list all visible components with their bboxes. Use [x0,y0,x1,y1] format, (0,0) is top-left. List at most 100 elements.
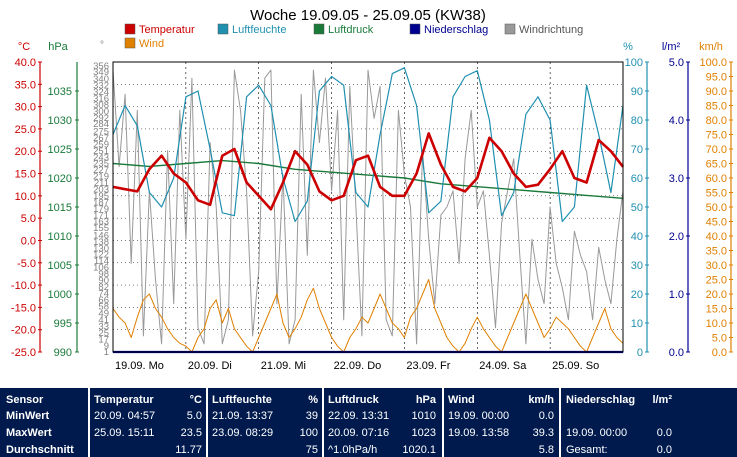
tick-label-temperature: 30.0 [15,102,36,114]
tick-label-direction: 163 [93,217,109,228]
tick-label-direction: 90 [98,276,109,287]
header-temperatur-unit: °C [189,394,202,406]
tick-label-temperature: 15.0 [15,169,36,181]
tick-label-rain: 5.0 [669,57,684,69]
tick-label-direction: 41 [98,315,109,326]
tick-label-pressure: 1005 [48,260,72,272]
header-wind: Wind [448,394,475,406]
tick-label-pressure: 1025 [48,144,72,156]
x-tick-label: 22.09. Do [334,360,382,372]
tick-label-direction: 284 [93,119,109,130]
tick-label-temperature: -15.0 [11,302,36,314]
row-label-max: MaxWert [6,427,52,439]
tick-label-pressure: 1010 [48,231,72,243]
tick-label-wind: 35.0 [706,246,727,258]
axis-unit-direction: ° [100,40,104,51]
wind-min-time: 19.09. 00:00 [448,410,510,422]
axis-unit-rain: l/m² [662,41,681,53]
tick-label-temperature: 0.0 [21,235,36,247]
tick-label-direction: 171 [93,210,109,221]
tick-label-temperature: 20.0 [15,146,36,158]
tick-label-humidity: 30 [631,260,643,272]
tick-label-rain: 0.0 [669,347,684,359]
legend-label-niederschlag: Niederschlag [424,24,488,36]
tick-label-humidity: 0 [637,347,643,359]
x-tick-label: 20.09. Di [188,360,232,372]
tick-label-wind: 100.0 [699,57,727,69]
press-max-value: 1023 [411,427,436,439]
tick-label-pressure: 995 [54,318,72,330]
wind-max-value: 39.3 [532,427,554,439]
series-line-temperatur [112,132,625,211]
legend-label-windrichtung: Windrichtung [519,24,583,36]
weather-chart: Woche 19.09.05 - 25.09.05 (KW38) Tempera… [10,7,733,372]
tick-label-pressure: 1035 [48,86,72,98]
tick-label-direction: 82 [98,282,109,293]
tick-label-wind: 60.0 [706,173,727,185]
statistics-table: Sensor MinWert MaxWert Durchschnitt Temp… [0,388,737,457]
axis-units: °C hPa °% l/m² km/h [18,40,723,53]
rain-max-time: 19.09. 00:00 [566,427,628,439]
tick-label-direction: 243 [93,152,109,163]
tick-label-wind: 10.0 [706,318,727,330]
legend: Temperatur Luftfeuchte Luftdruck Niederschl… [124,23,583,50]
header-luftfeuchte: Luftfeuchte [212,394,272,406]
tick-label-direction: 1 [104,347,109,358]
tick-label-direction: 138 [93,237,109,248]
rain-total-value: 0.0 [656,444,672,456]
tick-label-wind: 95.0 [706,72,727,84]
tick-label-wind: 65.0 [706,159,727,171]
tick-label-temperature: 35.0 [15,79,36,91]
tick-label-temperature: 25.0 [15,124,36,136]
tick-label-rain: 2.0 [669,231,684,243]
header-niederschlag-unit: l/m² [652,394,672,406]
header-niederschlag: Niederschlag [566,394,636,406]
tick-label-direction: 349 [93,67,109,78]
tick-label-direction: 58 [98,301,109,312]
tick-label-direction: 17 [98,334,109,345]
press-trend: ^1.0hPa/h [328,444,378,456]
tick-label-direction: 219 [93,172,109,183]
temp-min-time: 20.09. 04:57 [94,410,156,422]
tick-label-temperature: 40.0 [15,57,36,69]
tick-label-wind: 50.0 [706,202,727,214]
tick-label-wind: 90.0 [706,86,727,98]
header-temperatur: Temperatur [94,394,154,406]
tick-label-direction: 114 [94,256,109,267]
hum-max-time: 23.09. 08:29 [212,427,274,439]
legend-swatch-luftfeuchte [217,23,229,35]
tick-label-direction: 332 [93,81,109,92]
tick-label-temperature: -10.0 [11,280,36,292]
axis-unit-temperature: °C [18,41,30,53]
series-line-windrichtung [112,69,624,345]
tick-label-humidity: 100 [625,57,643,69]
tick-label-wind: 40.0 [706,231,727,243]
tick-label-direction: 49 [98,309,109,320]
tick-label-temperature: 5.0 [21,213,36,225]
tick-label-direction: 98 [98,269,109,280]
tick-label-direction: 259 [93,139,109,150]
tick-label-direction: 267 [93,133,109,144]
tick-label-wind: 80.0 [706,115,727,127]
series-line-luftfeuchte [112,67,624,223]
series-line-wind [112,279,624,353]
tick-label-humidity: 50 [631,202,643,214]
plot-frame [112,61,624,353]
legend-label-luftdruck: Luftdruck [328,24,374,36]
tick-label-direction: 324 [93,87,109,98]
tick-label-wind: 0.0 [712,347,727,359]
tick-label-direction: 235 [93,159,109,170]
header-wind-unit: km/h [528,394,554,406]
temp-max-time: 25.09. 15:11 [94,427,155,439]
tick-label-direction: 308 [93,100,109,111]
tick-label-pressure: 1020 [48,173,72,185]
tick-label-direction: 356 [93,61,109,72]
tick-label-rain: 4.0 [669,115,684,127]
axis-unit-humidity: % [623,41,633,53]
tick-label-humidity: 40 [631,231,643,243]
tick-label-direction: 106 [93,263,109,274]
tick-label-humidity: 90 [631,86,643,98]
tick-label-direction: 146 [93,230,109,241]
tick-label-direction: 227 [93,165,109,176]
tick-label-wind: 5.0 [712,333,727,345]
